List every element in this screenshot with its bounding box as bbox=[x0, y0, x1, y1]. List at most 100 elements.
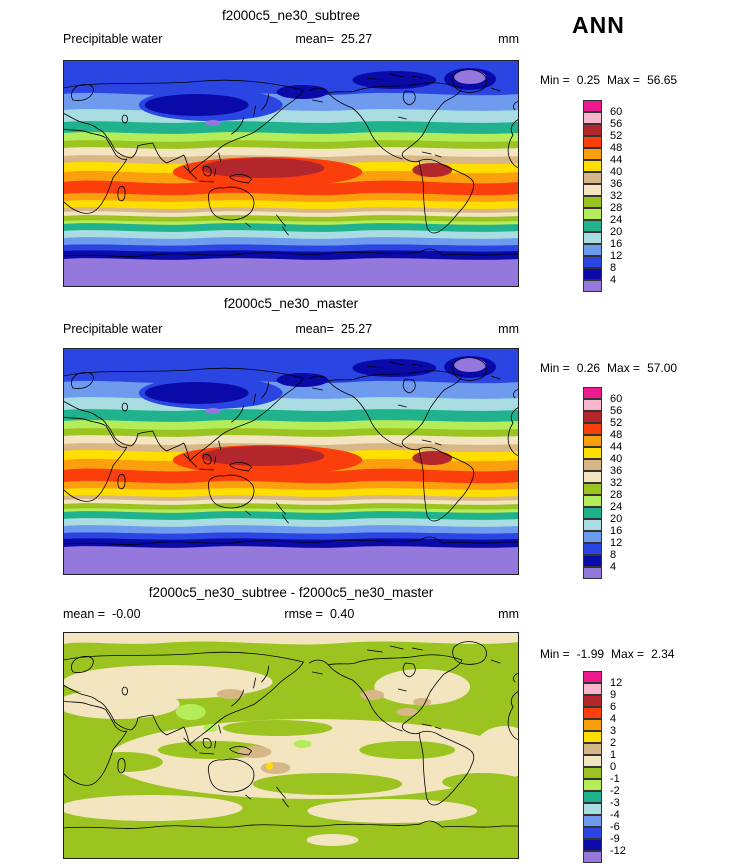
colorbar-cell bbox=[583, 851, 602, 863]
colorbar-tick-label: -3 bbox=[610, 797, 620, 809]
colorbar-cell bbox=[583, 791, 602, 803]
colorbar-cell bbox=[583, 148, 602, 160]
variable-label: Precipitable water bbox=[63, 322, 163, 336]
colorbar-tick-label: 4 bbox=[610, 713, 617, 725]
units-label: mm bbox=[498, 32, 519, 46]
colorbar-cell bbox=[583, 767, 602, 779]
colorbar-cell bbox=[583, 483, 602, 495]
panel2-title: f2000c5_ne30_master bbox=[223, 296, 359, 311]
max-value: 2.34 bbox=[651, 647, 675, 661]
max-label: Max = bbox=[607, 361, 641, 375]
colorbar-tick-label: 16 bbox=[610, 238, 623, 250]
map-border bbox=[63, 60, 519, 287]
colorbar-tick-label: 40 bbox=[610, 166, 623, 178]
diff-blob-beige bbox=[63, 795, 243, 821]
max-label: Max = bbox=[611, 647, 645, 661]
map-border bbox=[63, 632, 519, 859]
colorbar-tick-label: 44 bbox=[610, 154, 623, 166]
diff-blob-tan bbox=[216, 689, 245, 699]
diff-blob-lightgreen bbox=[175, 704, 206, 720]
colorbar-tick-label: 3 bbox=[610, 725, 617, 737]
colorbar-cell bbox=[583, 172, 602, 184]
colorbar-tick-label: 48 bbox=[610, 429, 623, 441]
colorbar-cell bbox=[583, 719, 602, 731]
colorbar-tick-label: 60 bbox=[610, 106, 623, 118]
diff-blob-beige bbox=[473, 726, 519, 778]
min-value: -1.99 bbox=[576, 647, 605, 661]
map-border bbox=[63, 348, 519, 575]
max-label: Max = bbox=[607, 73, 641, 87]
colorbar-cell bbox=[583, 244, 602, 256]
colorbar-tick-label: 16 bbox=[610, 525, 623, 537]
colorbar-cell bbox=[583, 839, 602, 851]
panel2-subhead: Precipitable water mean= 25.27 mm bbox=[63, 322, 519, 336]
colorbar-cell bbox=[583, 423, 602, 435]
diff-blob-beige bbox=[63, 689, 180, 719]
diff-streak-green bbox=[222, 720, 333, 736]
colorbar-tick-label: -9 bbox=[610, 833, 620, 845]
colorbar-cell bbox=[583, 184, 602, 196]
colorbar-cell bbox=[583, 695, 602, 707]
colorbar-cell bbox=[583, 555, 602, 567]
colorbar-tick-label: 40 bbox=[610, 453, 623, 465]
rmse-label: rmse = bbox=[284, 607, 323, 621]
colorbar-tick-label: 4 bbox=[610, 274, 617, 286]
colorbar-cell bbox=[583, 803, 602, 815]
mean-label: mean= bbox=[295, 32, 334, 46]
units-label: mm bbox=[498, 322, 519, 336]
colorbar-cell bbox=[583, 136, 602, 148]
colorbar-tick-label: 52 bbox=[610, 130, 623, 142]
colorbar-tick-label: 24 bbox=[610, 214, 623, 226]
colorbar-cell bbox=[583, 519, 602, 531]
colorbar-tick-label: 12 bbox=[610, 677, 623, 689]
diff-blob-tan bbox=[360, 690, 385, 700]
colorbar-cell bbox=[583, 743, 602, 755]
diff-streak-green bbox=[442, 773, 519, 791]
colorbar-cell bbox=[583, 827, 602, 839]
diff-blob-tan bbox=[396, 708, 419, 716]
panel1-subhead: Precipitable water mean= 25.27 mm bbox=[63, 32, 519, 46]
panel3-subhead: mean = -0.00 rmse = 0.40 mm bbox=[63, 607, 519, 621]
diff-streak-green bbox=[359, 741, 456, 759]
colorbar-tick-label: 20 bbox=[610, 513, 623, 525]
colorbar-tick-label: -1 bbox=[610, 773, 620, 785]
colorbar-cell bbox=[583, 160, 602, 172]
colorbar-tick-label: 32 bbox=[610, 477, 623, 489]
diff-blob-tan bbox=[413, 698, 432, 706]
panel1-title: f2000c5_ne30_subtree bbox=[221, 8, 361, 23]
colorbar-cell bbox=[583, 435, 602, 447]
max-value: 56.65 bbox=[647, 73, 678, 87]
panel3-title: f2000c5_ne30_subtree - f2000c5_ne30_mast… bbox=[148, 585, 434, 600]
map-difference bbox=[63, 632, 519, 859]
colorbar-cell bbox=[583, 112, 602, 124]
colorbar-tick-label: 4 bbox=[610, 561, 617, 573]
colorbar-tick-label: 0 bbox=[610, 761, 617, 773]
colorbar-tick-label: 8 bbox=[610, 549, 617, 561]
colorbar-tick-label: 48 bbox=[610, 142, 623, 154]
colorbar-cell bbox=[583, 232, 602, 244]
colorbar-tick-label: 12 bbox=[610, 537, 623, 549]
mean-value: 25.27 bbox=[340, 32, 373, 46]
colorbar-tick-label: 28 bbox=[610, 202, 623, 214]
colorbar-tick-label: 44 bbox=[610, 441, 623, 453]
colorbar-tick-label: 52 bbox=[610, 417, 623, 429]
diff-streak-green bbox=[252, 773, 403, 795]
diff-blob-lightgreen bbox=[293, 740, 312, 748]
diff-blob-tan bbox=[260, 762, 291, 774]
colorbar-tick-label: 36 bbox=[610, 178, 623, 190]
colorbar-cell bbox=[583, 399, 602, 411]
diff-blob-beige bbox=[306, 834, 359, 846]
colorbar-cells bbox=[583, 671, 602, 863]
colorbar-cell bbox=[583, 471, 602, 483]
mean-label: mean = bbox=[63, 607, 106, 621]
colorbar-cell bbox=[583, 208, 602, 220]
colorbar-tick-label: 1 bbox=[610, 749, 617, 761]
mean-value: 25.27 bbox=[340, 322, 373, 336]
diff-streak-green bbox=[82, 752, 163, 772]
mean-label: mean= bbox=[295, 322, 334, 336]
colorbar-cell bbox=[583, 100, 602, 112]
min-value: 0.26 bbox=[576, 361, 601, 375]
colorbar-cell bbox=[583, 815, 602, 827]
colorbar-cell bbox=[583, 256, 602, 268]
